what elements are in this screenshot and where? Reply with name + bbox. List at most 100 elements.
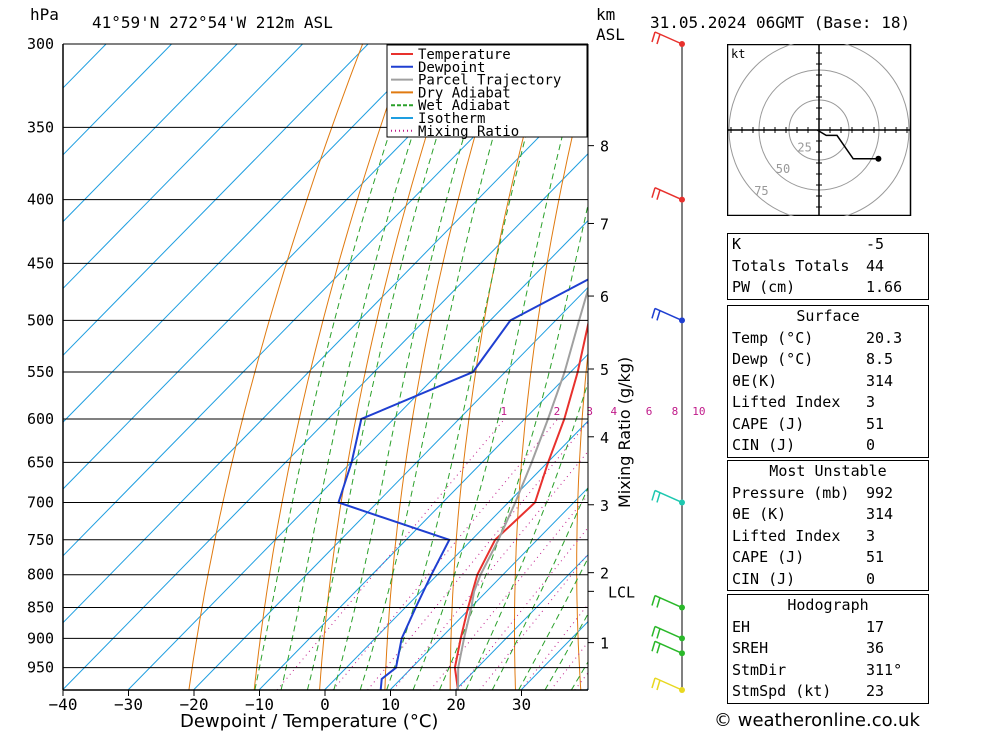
row-value: 0 bbox=[866, 436, 876, 454]
row-value: 3 bbox=[866, 526, 876, 545]
hodograph: kt 25 50 75 bbox=[727, 44, 912, 216]
row-value: 0 bbox=[866, 569, 876, 588]
row-label: CIN (J) bbox=[732, 436, 796, 454]
km-tick-label: 2 bbox=[600, 565, 609, 583]
row-label: θE(K) bbox=[732, 371, 778, 390]
mixing-ratio-line bbox=[332, 418, 558, 690]
isotherm-line bbox=[389, 487, 588, 690]
legend-entry: Mixing Ratio bbox=[418, 124, 519, 140]
mixing-ratio-line bbox=[367, 421, 588, 690]
wind-barb-flag bbox=[656, 628, 661, 639]
x-tick-label: 10 bbox=[381, 695, 400, 714]
wet-adiabat-line bbox=[254, 44, 421, 690]
row-value: 8.5 bbox=[866, 350, 894, 368]
isotherm-line bbox=[63, 44, 565, 557]
table-row: EH 17 bbox=[728, 617, 928, 639]
km-tick-label: 5 bbox=[600, 361, 609, 379]
hodograph-end-dot bbox=[875, 155, 882, 162]
wind-barb-flag bbox=[656, 33, 661, 45]
x-tick-label: 20 bbox=[446, 695, 465, 714]
row-value: 44 bbox=[866, 256, 885, 275]
hodograph-trace bbox=[816, 129, 879, 160]
legend-entry: Parcel Trajectory bbox=[418, 73, 561, 89]
pressure-tick-label: 750 bbox=[27, 531, 54, 549]
wind-barb-flag bbox=[656, 597, 661, 608]
copyright-footer[interactable]: © weatheronline.co.uk bbox=[714, 710, 920, 731]
lcl-label: LCL bbox=[608, 583, 635, 601]
legend-entry: Dewpoint bbox=[418, 60, 485, 76]
table-row: CAPE (J) 51 bbox=[728, 547, 928, 569]
pressure-tick-label: 700 bbox=[27, 493, 54, 511]
isotherm-line bbox=[63, 153, 588, 690]
hodograph-table-title: Hodograph bbox=[787, 596, 869, 614]
wet-adiabat-line bbox=[465, 380, 588, 690]
row-value: -5 bbox=[866, 235, 885, 253]
indices-table: K -5 Totals Totals 44 PW (cm) 1.66 bbox=[727, 233, 929, 300]
table-row: CAPE (J) 51 bbox=[728, 414, 928, 436]
dry-adiabat-line bbox=[576, 348, 588, 690]
row-label: StmDir bbox=[732, 660, 787, 679]
mixing-ratio-tick-label: 3 bbox=[586, 405, 593, 418]
legend-entry: Dry Adiabat bbox=[418, 85, 511, 101]
wind-barbs bbox=[651, 31, 685, 693]
x-tick-label: −10 bbox=[245, 695, 274, 714]
pressure-tick-label: 850 bbox=[27, 599, 54, 617]
row-label: CIN (J) bbox=[732, 569, 796, 588]
pressure-tick-label: 950 bbox=[27, 659, 54, 677]
dry-adiabat-line bbox=[962, 44, 1000, 690]
isotherm-line bbox=[258, 353, 588, 690]
row-value: 20.3 bbox=[866, 328, 903, 347]
wet-adiabat-line bbox=[306, 44, 467, 690]
table-row: CIN (J) 0 bbox=[728, 569, 928, 591]
row-label: Totals Totals bbox=[732, 256, 850, 275]
most-unstable-title: Most Unstable bbox=[769, 462, 887, 480]
row-label: PW (cm) bbox=[732, 278, 796, 296]
table-row: StmDir 311° bbox=[728, 660, 928, 682]
row-value: 3 bbox=[866, 393, 876, 411]
isotherm-line bbox=[63, 44, 369, 357]
row-label: SREH bbox=[732, 639, 769, 657]
table-row: K -5 bbox=[728, 234, 928, 256]
pressure-tick-label: 450 bbox=[27, 254, 54, 272]
isotherm-line bbox=[193, 286, 588, 690]
isotherm-line bbox=[127, 219, 588, 690]
location-label: 41°59'N 272°54'W 212m ASL bbox=[92, 13, 333, 32]
mixing-ratio-axis-label: Mixing Ratio (g/kg) bbox=[615, 357, 634, 508]
dry-adiabat-line bbox=[253, 44, 410, 690]
row-value: 314 bbox=[866, 505, 894, 523]
row-value: 36 bbox=[866, 639, 885, 657]
isotherm-line bbox=[324, 420, 588, 690]
row-value: 51 bbox=[866, 548, 885, 566]
row-value: 311° bbox=[866, 660, 903, 679]
km-tick-label: 7 bbox=[600, 215, 609, 233]
row-value: 51 bbox=[866, 414, 885, 433]
mixing-ratio-tick-label: 8 bbox=[672, 405, 679, 418]
table-row: Totals Totals 44 bbox=[728, 256, 928, 278]
mixing-ratio-tick-label: 4 bbox=[611, 405, 618, 418]
pressure-tick-label: 600 bbox=[27, 410, 54, 428]
hodograph-ring-label: 50 bbox=[776, 162, 790, 176]
hodograph-ring-label: 25 bbox=[797, 141, 811, 155]
wind-barb-flag bbox=[656, 643, 661, 654]
row-label: Dewp (°C) bbox=[732, 350, 814, 368]
pressure-tick-label: 900 bbox=[27, 629, 54, 647]
parcel-trajectory-curve bbox=[457, 286, 588, 690]
row-label: Pressure (mb) bbox=[732, 483, 850, 502]
x-tick-label: 0 bbox=[320, 695, 330, 714]
km-tick-label: 6 bbox=[600, 288, 609, 306]
isotherm-line bbox=[63, 44, 238, 223]
legend-box bbox=[386, 44, 588, 138]
mixing-ratio-tick-label: 6 bbox=[646, 405, 653, 418]
table-row: StmSpd (kt) 23 bbox=[728, 681, 928, 703]
pressure-tick-label: 550 bbox=[27, 363, 54, 381]
table-row: Temp (°C) 20.3 bbox=[728, 328, 928, 350]
wind-barb-flag bbox=[656, 679, 661, 691]
mixing-ratio-tick-label: 1 bbox=[501, 405, 508, 418]
datetime-label: 31.05.2024 06GMT (Base: 18) bbox=[650, 13, 910, 32]
hodograph-table: Hodograph EH 17 SREH 36 StmDir 311° StmSpd (kt… bbox=[727, 594, 929, 704]
wet-adiabat-line bbox=[386, 44, 552, 690]
pressure-tick-label: 500 bbox=[27, 311, 54, 329]
dewpoint-curve bbox=[337, 278, 588, 690]
row-value: 314 bbox=[866, 371, 894, 390]
